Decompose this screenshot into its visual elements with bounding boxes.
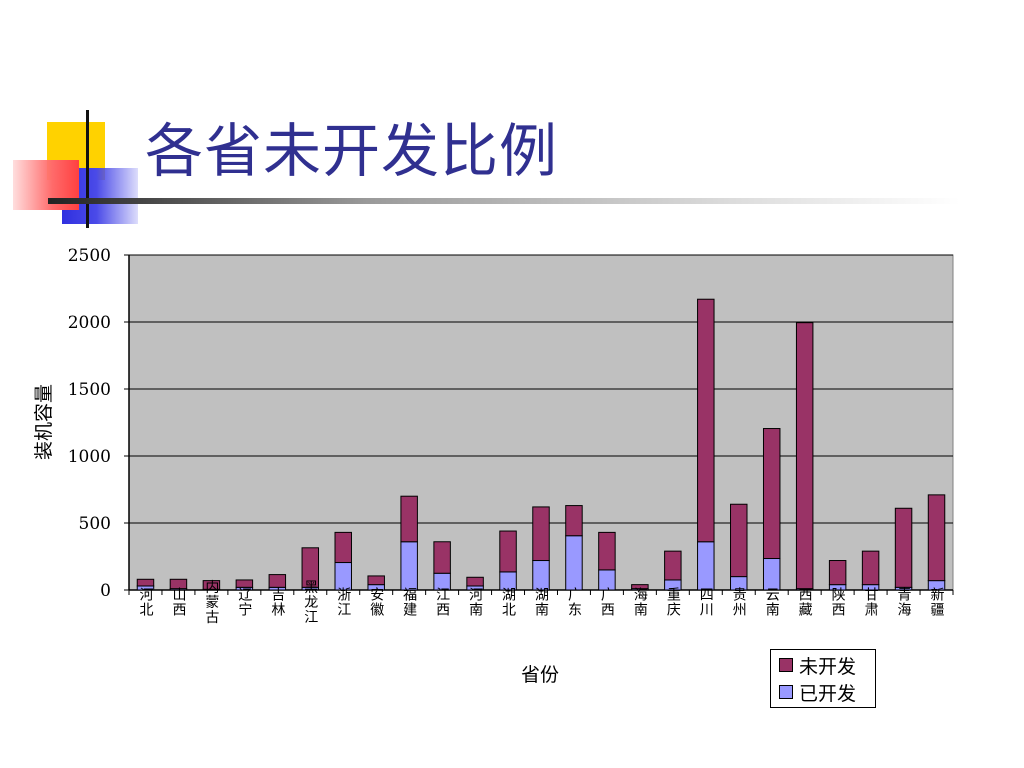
bar-undeveloped	[598, 531, 616, 571]
y-tick-label: 0	[100, 581, 111, 601]
bar-undeveloped	[565, 505, 583, 537]
x-tick-label: 广东	[566, 587, 582, 617]
x-axis-title: 省份	[521, 664, 559, 686]
x-tick-label: 海南	[632, 587, 648, 617]
bar-developed	[334, 562, 352, 591]
bar-undeveloped	[861, 550, 880, 586]
bar-undeveloped	[301, 547, 320, 588]
decor-vertical-line	[86, 110, 89, 228]
x-tick-label: 甘肃	[863, 587, 879, 617]
bar-developed	[400, 541, 418, 591]
x-tick-label: 浙江	[335, 587, 351, 617]
bar-undeveloped	[433, 541, 451, 574]
x-tick-label: 湖北	[500, 587, 516, 617]
x-tick-label: 吉林	[269, 587, 285, 617]
x-tick-label: 江西	[434, 587, 450, 617]
legend-label-developed: 已开发	[799, 682, 857, 705]
bar-undeveloped	[136, 578, 155, 587]
legend-label-undeveloped: 未开发	[799, 655, 857, 678]
bar-developed	[762, 558, 781, 591]
x-tick-label: 内蒙古	[203, 580, 219, 625]
x-tick-label: 辽宁	[236, 587, 252, 617]
x-tick-label: 安徽	[368, 587, 384, 617]
x-tick-label: 黑龙江	[302, 580, 318, 625]
x-tick-label: 云南	[764, 587, 780, 617]
y-tick-label: 2500	[68, 246, 111, 266]
bar-undeveloped	[697, 298, 715, 543]
x-tick-label: 湖南	[533, 587, 549, 617]
bar-developed	[565, 535, 583, 591]
y-tick-label: 1000	[68, 447, 111, 467]
y-axis-title: 装机容量	[33, 384, 55, 460]
bar-undeveloped	[664, 550, 682, 581]
x-tick-label: 新疆	[929, 587, 945, 617]
bar-undeveloped	[235, 579, 254, 588]
bar-developed	[532, 560, 550, 591]
bar-undeveloped	[927, 494, 946, 582]
x-tick-label: 河南	[467, 587, 483, 617]
bar-undeveloped	[400, 495, 418, 543]
bar-undeveloped	[894, 507, 913, 588]
bar-undeveloped	[762, 428, 781, 560]
bar-undeveloped	[499, 530, 517, 573]
x-tick-label: 西藏	[797, 587, 813, 617]
x-tick-label: 贵州	[731, 587, 747, 617]
legend-swatch-undeveloped	[779, 658, 793, 672]
legend-item-undeveloped: 未开发	[779, 652, 856, 678]
bar-undeveloped	[334, 531, 352, 564]
chart-legend: 未开发 已开发	[770, 649, 876, 708]
x-tick-label: 重庆	[665, 587, 681, 617]
x-tick-label: 山西	[170, 587, 186, 617]
bar-undeveloped	[828, 560, 847, 586]
slide-title: 各省未开发比例	[145, 117, 559, 185]
bar-undeveloped	[795, 322, 814, 590]
x-tick-label: 福建	[401, 587, 417, 617]
x-tick-label: 河北	[137, 587, 153, 617]
decor-title-underline	[48, 198, 960, 204]
legend-item-developed: 已开发	[779, 679, 856, 705]
bar-undeveloped	[268, 574, 287, 588]
bar-undeveloped	[730, 503, 748, 578]
bar-undeveloped	[532, 506, 550, 562]
y-tick-label: 500	[79, 514, 111, 534]
bar-undeveloped	[466, 576, 484, 587]
x-tick-label: 广西	[599, 587, 615, 617]
y-tick-label: 1500	[68, 380, 111, 400]
bar-undeveloped	[202, 580, 221, 590]
bar-undeveloped	[169, 578, 188, 590]
bar-undeveloped	[631, 584, 649, 590]
x-tick-label: 陕西	[830, 587, 846, 617]
x-tick-label: 青海	[896, 587, 912, 617]
x-tick-label: 四川	[698, 587, 714, 617]
y-tick-label: 2000	[68, 313, 111, 333]
legend-swatch-developed	[779, 685, 793, 699]
bar-developed	[697, 541, 715, 591]
bar-undeveloped	[367, 575, 385, 586]
